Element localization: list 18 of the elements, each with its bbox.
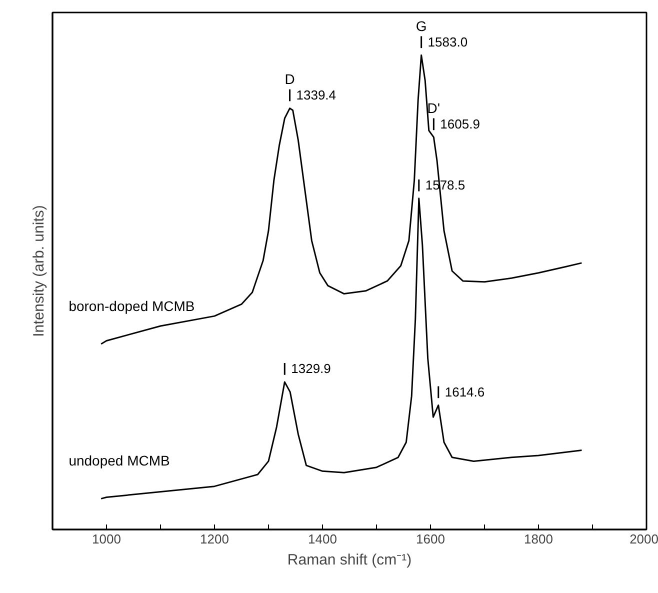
annotation: G [416,18,427,34]
x-axis-title: Raman shift (cm⁻¹) [287,552,412,568]
annotation: D [284,70,295,87]
annotation: D' [427,100,440,116]
x-tick-label: 2000 [630,532,658,546]
x-tick-label: 1600 [416,532,445,546]
series-label: undoped MCMB [68,452,170,469]
x-tick-label: 1200 [200,532,229,546]
annotation: 1605.9 [440,116,480,132]
x-tick-label: 1800 [524,532,553,546]
annotation: 1339.4 [296,88,336,103]
annotation: 1614.6 [444,384,485,400]
series-label: boron-doped MCMB [68,298,195,314]
x-tick-label: 1000 [92,532,121,546]
annotation: 1583.0 [428,34,468,50]
x-tick-label: 1400 [308,532,337,546]
y-axis-title: Intensity (arb. units) [30,205,48,337]
annotation: 1329.9 [291,361,331,376]
